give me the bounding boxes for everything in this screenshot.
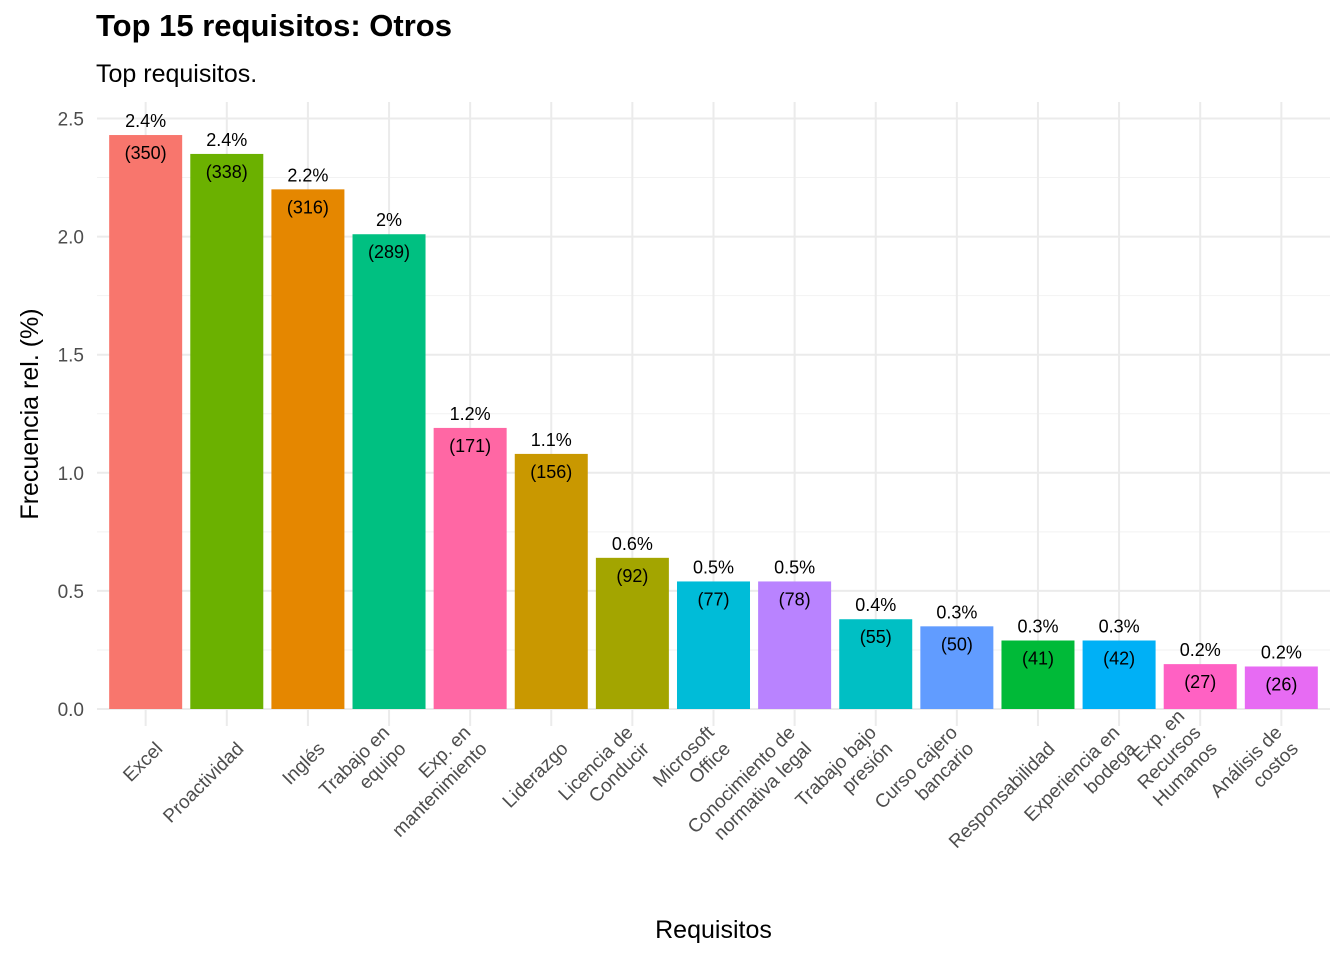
x-tick-label: Experiencia enbodega (1021, 722, 1141, 842)
data-label-percent: 0.4% (855, 595, 896, 615)
data-label-count: (50) (941, 634, 973, 654)
data-label-percent: 0.5% (693, 557, 734, 577)
data-label-count: (27) (1184, 672, 1216, 692)
data-label-percent: 2% (376, 210, 402, 230)
data-label-percent: 2.2% (287, 165, 328, 185)
bar (514, 453, 588, 709)
x-tick-label-line: Excel (119, 739, 167, 787)
data-label-percent: 1.2% (450, 404, 491, 424)
x-tick-label-line: Proactividad (159, 739, 248, 828)
bar (1244, 666, 1318, 709)
y-tick-label: 1.5 (58, 346, 84, 367)
bar (595, 557, 669, 709)
x-tick-label: Trabajo enequipo (316, 722, 411, 817)
chart-title: Top 15 requisitos: Otros (96, 8, 452, 43)
data-label-count: (26) (1265, 674, 1297, 694)
bar (839, 619, 913, 709)
data-label-percent: 1.1% (531, 430, 572, 450)
data-label-percent: 0.2% (1180, 640, 1221, 660)
data-label-count: (338) (206, 162, 248, 182)
bar (1163, 664, 1237, 709)
data-label-percent: 2.4% (125, 111, 166, 131)
data-label-count: (350) (125, 143, 167, 163)
x-tick-label: Proactividad (159, 739, 248, 828)
x-tick-label: Trabajo bajopresión (792, 722, 897, 827)
data-label-count: (92) (616, 566, 648, 586)
data-label-count: (41) (1022, 649, 1054, 669)
bar (1082, 640, 1156, 709)
y-tick-label: 0.5 (58, 582, 84, 603)
data-label-count: (42) (1103, 649, 1135, 669)
data-label-count: (77) (697, 589, 729, 609)
bar (1001, 640, 1075, 709)
data-label-count: (78) (779, 589, 811, 609)
data-label-percent: 0.5% (774, 557, 815, 577)
data-label-percent: 0.3% (1017, 617, 1058, 637)
data-label-percent: 0.3% (1099, 617, 1140, 637)
data-label-count: (156) (530, 462, 572, 482)
bar (190, 153, 264, 709)
bar (271, 189, 345, 710)
x-tick-label: Licencia deConducir (555, 722, 655, 822)
data-label-count: (171) (449, 436, 491, 456)
y-tick-label: 2.5 (58, 110, 84, 131)
x-tick-label-line: Liderazgo (499, 739, 573, 813)
bar (433, 427, 507, 709)
data-label-count: (55) (860, 627, 892, 647)
data-label-count: (316) (287, 197, 329, 217)
y-tick-label: 2.0 (58, 228, 84, 249)
x-tick-label: Curso cajerobancario (871, 722, 978, 829)
bar (758, 581, 832, 709)
chart-subtitle: Top requisitos. (96, 60, 258, 88)
bar (109, 135, 183, 709)
bar (920, 626, 994, 709)
x-tick-label: Análisis decostos (1207, 722, 1303, 818)
y-tick-label: 1.0 (58, 464, 84, 485)
x-tick-label: Liderazgo (499, 739, 573, 813)
data-label-percent: 2.4% (206, 130, 247, 150)
bar (676, 581, 751, 709)
x-tick-label: Excel (119, 739, 167, 787)
data-label-percent: 0.2% (1261, 642, 1302, 662)
data-label-percent: 0.6% (612, 534, 653, 554)
data-label-count: (289) (368, 242, 410, 262)
bar (352, 234, 426, 709)
x-axis-title: Requisitos (655, 916, 772, 944)
data-label-percent: 0.3% (936, 602, 977, 622)
y-axis-title: Frecuencia rel. (%) (16, 308, 44, 519)
y-tick-label: 0.0 (58, 700, 84, 721)
